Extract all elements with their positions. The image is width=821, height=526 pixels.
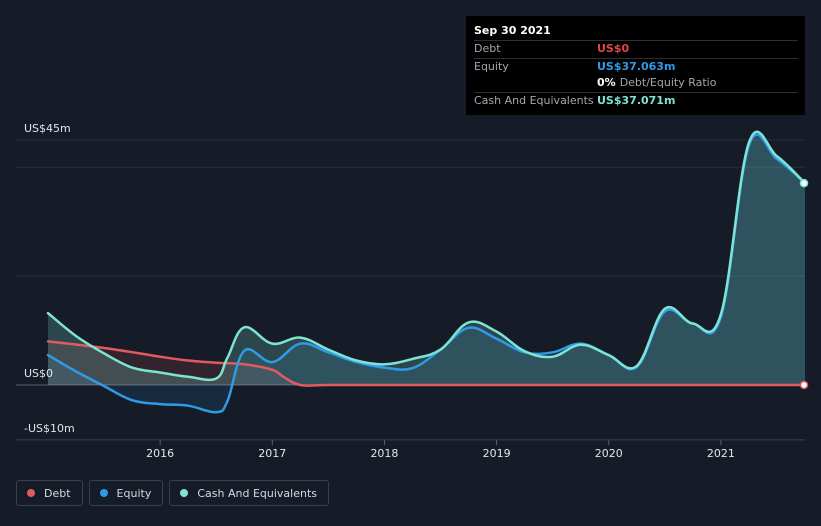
tooltip-equity-label: Equity xyxy=(474,59,509,73)
x-tick-label-2017: 2017 xyxy=(258,447,286,460)
end-markers xyxy=(799,178,809,390)
end-marker-debt xyxy=(799,380,809,390)
y-tick-label-top: US$45m xyxy=(24,122,71,135)
y-tick-label-bottom: -US$10m xyxy=(24,422,75,435)
tooltip-ratio-label: Debt/Equity Ratio xyxy=(619,76,717,89)
tooltip-equity-row: Equity US$37.063m xyxy=(474,57,798,76)
x-tick-label-2021: 2021 xyxy=(707,447,735,460)
y-axis-labels: US$45m US$0 -US$10m xyxy=(24,122,75,435)
x-tick-label-2019: 2019 xyxy=(483,447,511,460)
tooltip-debt-label: Debt xyxy=(474,42,501,55)
tooltip-cash-label: Cash And Equivalents xyxy=(474,93,594,107)
tooltip-ratio-row: 0% Debt/Equity Ratio xyxy=(474,75,798,92)
legend-label-cash: Cash And Equivalents xyxy=(197,486,317,500)
x-tick-label-2020: 2020 xyxy=(595,447,623,460)
line-debt xyxy=(46,340,807,387)
legend-label-equity: Equity xyxy=(116,486,152,500)
tooltip-cash-row: Cash And Equivalents US$37.071m xyxy=(474,91,798,110)
legend-label-debt: Debt xyxy=(44,486,71,500)
legend-item-cash[interactable]: Cash And Equivalents xyxy=(169,480,329,506)
tooltip-debt-value: US$0 xyxy=(597,42,630,55)
legend-dot-debt xyxy=(27,489,35,497)
tooltip-cash-value: US$37.071m xyxy=(597,93,676,107)
tooltip-debt-row: Debt US$0 xyxy=(474,40,798,58)
legend-dot-cash xyxy=(180,489,189,497)
area-cash-and-equivalents xyxy=(48,131,805,385)
tooltip-ratio-value: 0% xyxy=(597,76,616,89)
legend-dot-equity xyxy=(99,489,108,497)
x-axis-labels: 2016 2017 2018 2019 2020 2021 xyxy=(146,440,735,460)
area-debt xyxy=(48,341,805,386)
y-tick-label-zero: US$0 xyxy=(24,367,53,380)
tooltip-date: Sep 30 2021 xyxy=(474,24,551,37)
legend-item-debt[interactable]: Debt xyxy=(16,480,83,506)
tooltip-equity-value: US$37.063m xyxy=(597,59,676,73)
legend-item-equity[interactable]: Equity xyxy=(88,480,164,506)
x-tick-label-2016: 2016 xyxy=(146,447,174,460)
series-lines xyxy=(46,130,807,414)
data-tooltip: Sep 30 2021 Debt US$0 Equity US$37.063m … xyxy=(466,16,805,115)
end-marker-cash-and-equivalents xyxy=(799,178,809,188)
chart-legend: Debt Equity Cash And Equivalents xyxy=(16,480,329,506)
plot-area xyxy=(16,140,805,440)
x-tick-label-2018: 2018 xyxy=(370,447,398,460)
line-cash-and-equivalents xyxy=(46,130,807,382)
